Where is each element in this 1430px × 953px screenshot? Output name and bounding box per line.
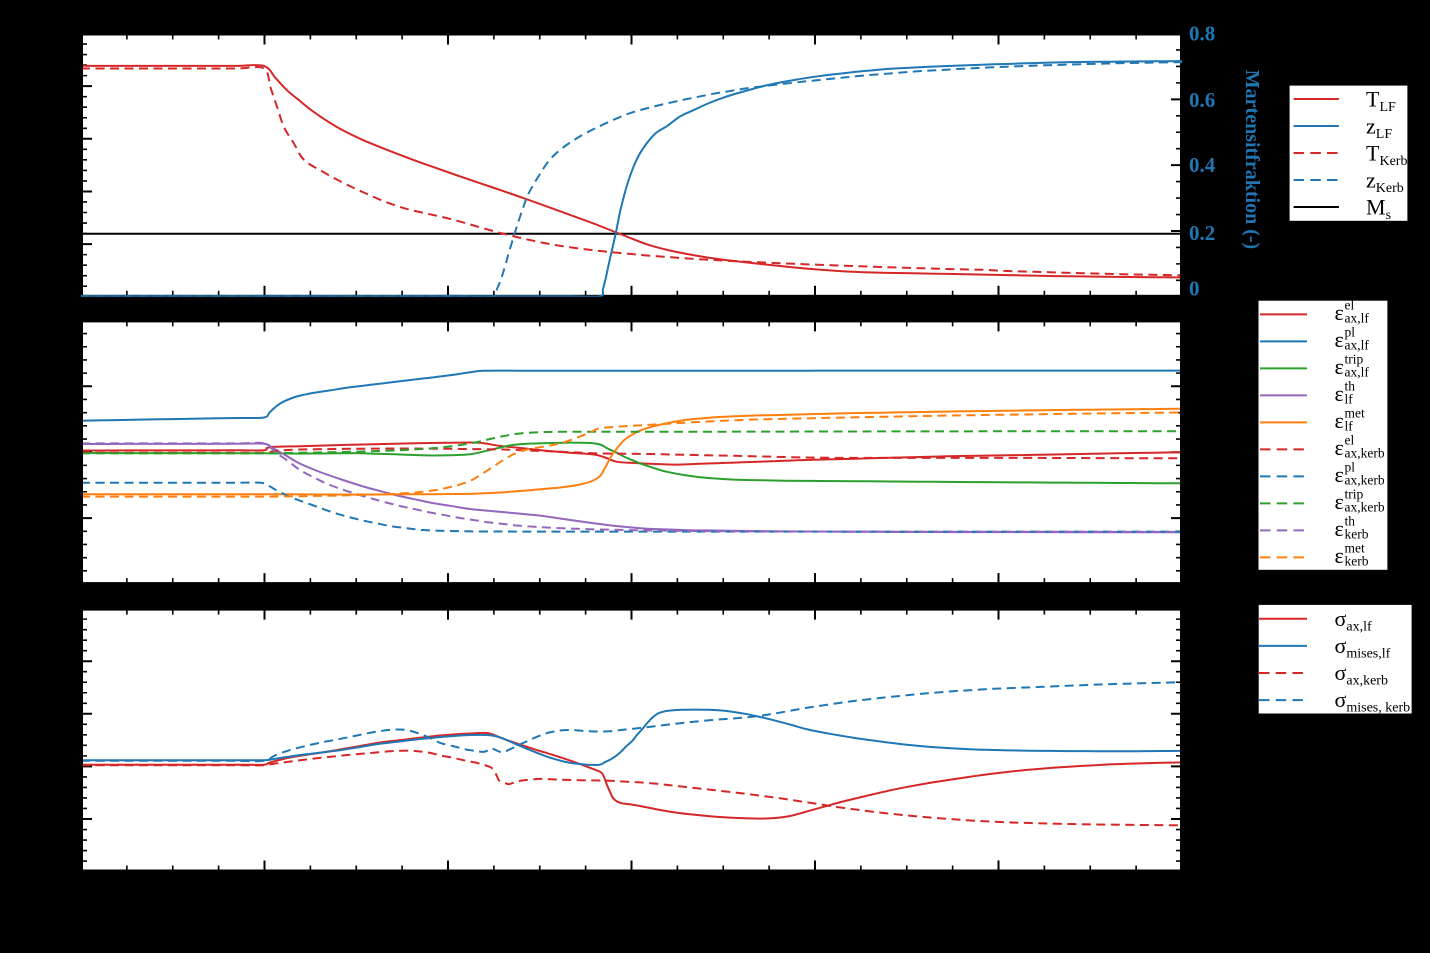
svg-text:lf: lf: [1345, 391, 1354, 406]
svg-text:ax,kerb: ax,kerb: [1345, 499, 1385, 514]
svg-text:el: el: [1345, 432, 1355, 447]
svg-text:ε: ε: [1335, 462, 1344, 487]
svg-text:0.6: 0.6: [1189, 88, 1215, 112]
svg-text:th: th: [1345, 513, 1356, 528]
svg-text:ε: ε: [1335, 543, 1344, 568]
svg-text:ax,lf: ax,lf: [1345, 337, 1370, 352]
svg-text:trip: trip: [1345, 486, 1364, 501]
svg-text:0.4: 0.4: [1189, 153, 1216, 177]
svg-text:th: th: [1345, 378, 1356, 393]
svg-text:ax,kerb: ax,kerb: [1345, 445, 1385, 460]
svg-text:ε: ε: [1335, 408, 1344, 433]
svg-text:el: el: [1345, 297, 1355, 312]
svg-text:pl: pl: [1345, 459, 1356, 474]
svg-text:Martensitfraktion (-): Martensitfraktion (-): [1241, 70, 1263, 249]
svg-text:pl: pl: [1345, 324, 1356, 339]
svg-text:0: 0: [1189, 277, 1200, 301]
svg-text:kerb: kerb: [1345, 553, 1369, 568]
svg-text:ε: ε: [1335, 489, 1344, 514]
svg-text:kerb: kerb: [1345, 526, 1369, 541]
svg-text:ε: ε: [1335, 381, 1344, 406]
svg-text:0.2: 0.2: [1189, 221, 1215, 245]
svg-text:ε: ε: [1335, 354, 1344, 379]
svg-text:lf: lf: [1345, 418, 1354, 433]
svg-text:ax,lf: ax,lf: [1345, 364, 1370, 379]
svg-text:trip: trip: [1345, 351, 1364, 366]
svg-text:ε: ε: [1335, 300, 1344, 325]
svg-text:ax,lf: ax,lf: [1345, 310, 1370, 325]
svg-text:met: met: [1345, 405, 1365, 420]
svg-text:ε: ε: [1335, 327, 1344, 352]
svg-text:ε: ε: [1335, 516, 1344, 541]
svg-text:ε: ε: [1335, 435, 1344, 460]
svg-text:met: met: [1345, 540, 1365, 555]
svg-text:ax,kerb: ax,kerb: [1345, 472, 1385, 487]
svg-text:0.8: 0.8: [1189, 22, 1215, 46]
